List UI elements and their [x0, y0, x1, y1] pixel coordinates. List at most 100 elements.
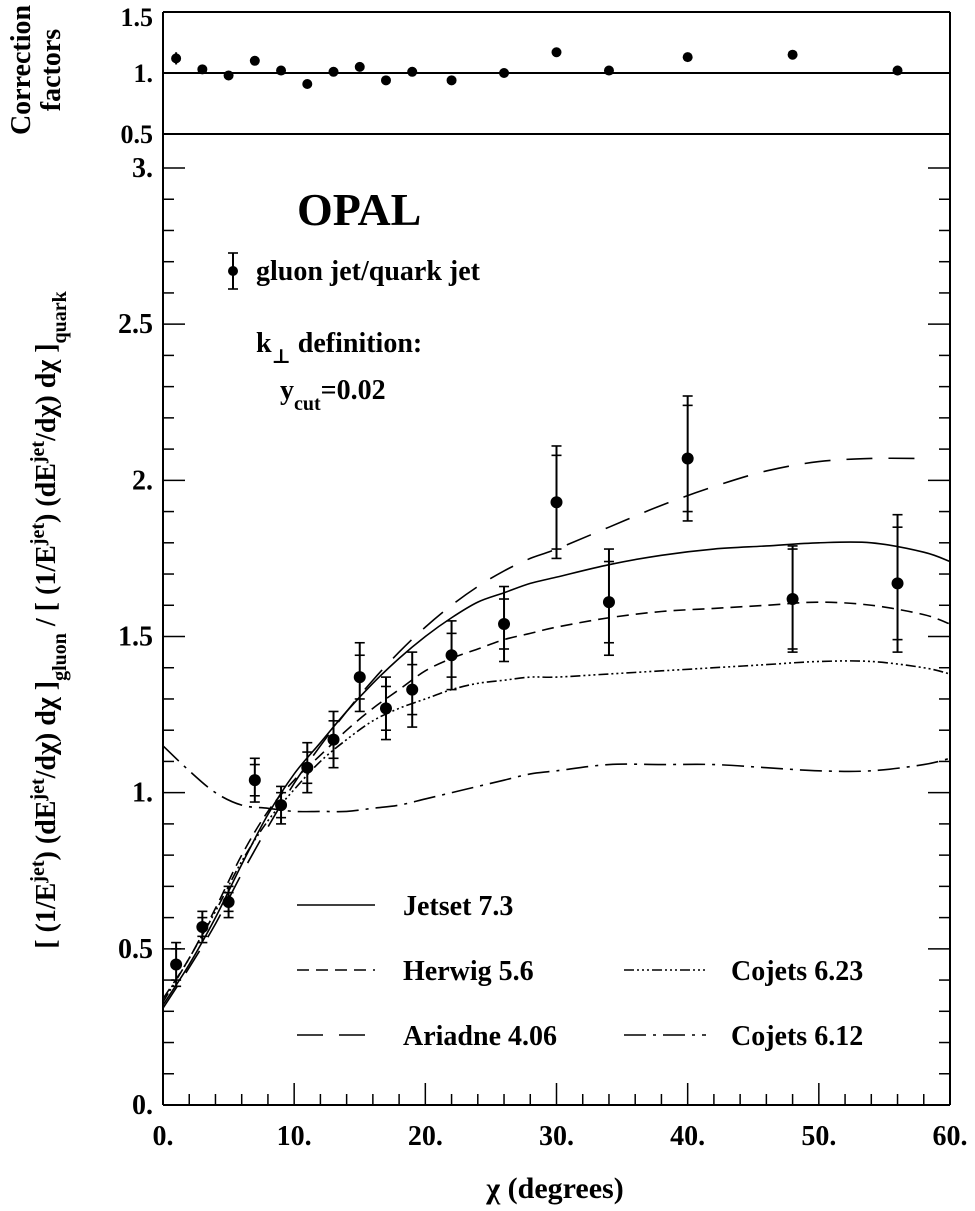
x-tick-label: 20. — [408, 1121, 443, 1152]
data-point — [602, 548, 615, 657]
top-y-tick-label: 1. — [134, 59, 154, 88]
data-marker — [170, 958, 183, 971]
y-tick-label: 2.5 — [118, 309, 153, 340]
y-tick-label: 0.5 — [118, 934, 153, 965]
y-tick-label: 0. — [132, 1090, 153, 1121]
y-tick-label: 1.5 — [118, 622, 153, 653]
data-point — [550, 445, 563, 560]
annotation-definition: k⊥ definition: — [256, 328, 422, 368]
correction-marker — [407, 66, 418, 77]
axis-ticks — [162, 167, 951, 1106]
data-marker — [445, 649, 458, 662]
data-point — [327, 710, 340, 769]
correction-point — [171, 52, 182, 65]
x-axis-label: χ (degrees) — [485, 1172, 623, 1205]
data-marker — [379, 702, 392, 715]
x-tick-label: 0. — [153, 1121, 174, 1152]
correction-marker — [380, 75, 391, 86]
main-ylabel: [ (1/Ejet) (dEjet/dχ) dχ ]gluon / [ (1/E… — [27, 290, 71, 948]
correction-marker — [499, 68, 510, 78]
correction-point — [551, 47, 562, 58]
data-point — [681, 395, 694, 522]
legend-label-ariadne: Ariadne 4.06 — [403, 1021, 557, 1052]
correction-point — [249, 55, 260, 66]
correction-point — [603, 65, 614, 76]
data-marker — [406, 683, 419, 696]
correction-marker — [892, 65, 903, 76]
y-tick-label: 1. — [132, 778, 153, 809]
data-marker — [681, 452, 694, 465]
data-point — [196, 910, 209, 944]
annotation-ycut: ycut=0.02 — [280, 375, 386, 415]
correction-point — [682, 52, 693, 63]
data-marker — [550, 496, 563, 509]
correction-point — [380, 75, 391, 86]
correction-marker — [682, 52, 693, 63]
correction-point — [787, 49, 798, 60]
data-point — [353, 641, 366, 713]
data-marker — [327, 733, 340, 746]
data-points — [170, 395, 904, 988]
data-marker — [248, 774, 261, 787]
correction-point — [407, 66, 418, 77]
data-marker — [196, 920, 209, 933]
correction-point — [892, 65, 903, 76]
model-curve-cojets-6-12 — [162, 745, 951, 813]
data-legend: gluon jet/quark jet — [228, 252, 481, 290]
tick-labels: 0. 10. 20. 30. 40. 50. 60. 0. 0.5 1. 1.5 2. 2.5 3. 0.5… — [118, 3, 968, 1152]
data-marker — [353, 671, 366, 684]
correction-point — [223, 70, 234, 81]
x-tick-label: 30. — [539, 1121, 574, 1152]
data-marker — [498, 618, 511, 631]
correction-marker — [354, 61, 365, 72]
data-point — [445, 620, 458, 691]
experiment-label: OPAL — [297, 184, 421, 235]
data-point — [170, 941, 183, 988]
correction-marker — [171, 53, 182, 64]
data-point — [379, 676, 392, 741]
correction-marker — [603, 65, 614, 76]
legend-label-cojets623: Cojets 6.23 — [731, 956, 863, 987]
top-y-tick-label: 1.5 — [121, 3, 154, 32]
y-tick-label: 2. — [132, 465, 153, 496]
top-ylabel-line-1: Correction — [6, 5, 37, 136]
y-tick-label: 3. — [132, 153, 153, 184]
x-tick-label: 50. — [801, 1121, 836, 1152]
correction-points — [171, 47, 903, 89]
model-curves — [162, 457, 951, 1009]
top-ylabel-line-2: factors — [36, 29, 67, 112]
correction-marker — [223, 70, 234, 81]
correction-marker — [551, 47, 562, 58]
x-tick-label: 60. — [933, 1121, 968, 1152]
data-point — [301, 741, 314, 794]
model-curve-cojets-6-23 — [162, 660, 951, 1003]
correction-marker — [302, 78, 313, 89]
data-point — [786, 545, 799, 653]
data-marker — [891, 577, 904, 590]
model-curve-jetset-7-3 — [162, 541, 951, 1006]
legend-marker — [228, 266, 238, 276]
data-marker — [301, 761, 314, 774]
x-tick-label: 40. — [670, 1121, 705, 1152]
correction-marker — [276, 65, 287, 76]
correction-marker — [328, 66, 339, 77]
data-marker — [275, 799, 288, 812]
model-legend: Jetset 7.3 Herwig 5.6 Ariadne 4.06 Cojet… — [297, 891, 863, 1052]
correction-point — [276, 65, 287, 76]
legend-label-jetset: Jetset 7.3 — [403, 891, 513, 922]
data-point — [498, 585, 511, 663]
data-point — [406, 651, 419, 728]
correction-point — [354, 61, 365, 72]
data-point — [222, 885, 235, 919]
correction-marker — [446, 75, 457, 86]
correction-point — [446, 75, 457, 86]
data-marker — [222, 895, 235, 908]
correction-point — [197, 64, 208, 75]
data-marker — [786, 593, 799, 606]
x-tick-label: 10. — [277, 1121, 312, 1152]
data-marker — [602, 596, 615, 609]
legend-label-cojets612: Cojets 6.12 — [731, 1021, 863, 1052]
correction-marker — [197, 64, 208, 75]
